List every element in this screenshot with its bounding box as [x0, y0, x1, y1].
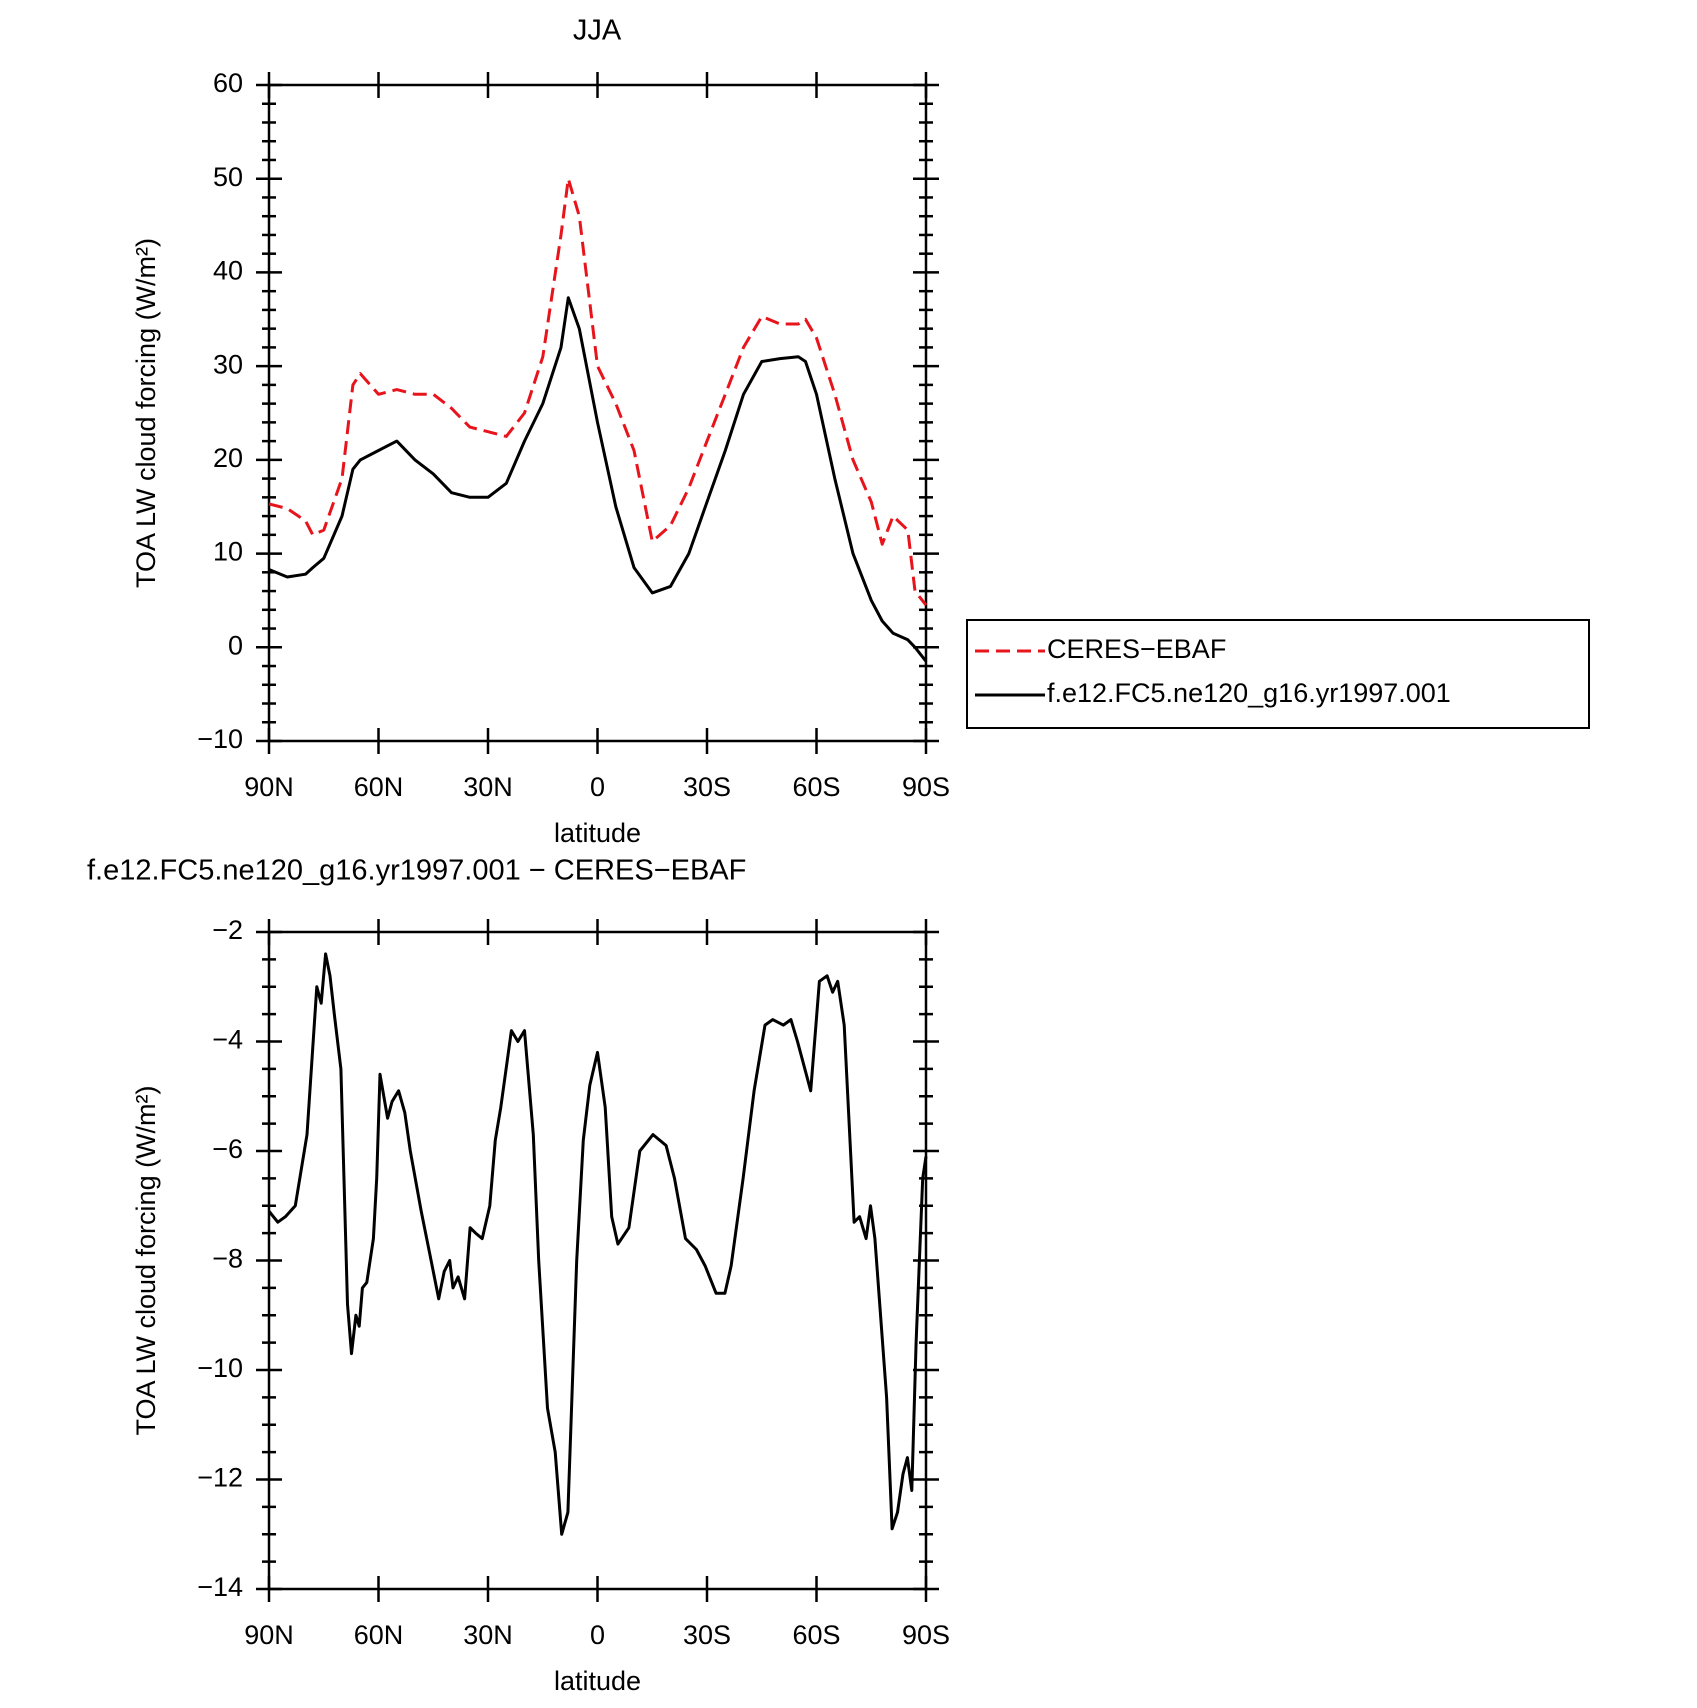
y-tick-label: −14	[197, 1572, 243, 1602]
plot-frame	[267, 930, 928, 1591]
chart-title: f.e12.FC5.ne120_g16.yr1997.001 − CERES−E…	[87, 855, 746, 887]
y-tick-label: 40	[213, 256, 243, 286]
x-tick-label: 60S	[792, 772, 840, 802]
data-line	[268, 296, 928, 663]
y-tick-label: −12	[197, 1463, 243, 1493]
x-axis-label: latitude	[554, 818, 641, 848]
legend-label: CERES−EBAF	[1047, 634, 1226, 664]
y-tick-label: −6	[212, 1134, 243, 1164]
x-tick-label: 0	[590, 1620, 605, 1650]
y-tick-label: 50	[213, 162, 243, 192]
legend-box	[966, 619, 1590, 729]
data-line	[267, 952, 928, 1536]
y-tick-label: −10	[197, 724, 243, 754]
x-tick-label: 90S	[902, 1620, 950, 1650]
y-axis-label: TOA LW cloud forcing (W/m²)	[131, 1085, 161, 1435]
x-tick-label: 60S	[792, 1620, 840, 1650]
x-tick-label: 90N	[244, 1620, 294, 1650]
data-line	[268, 177, 928, 607]
y-axis-label: TOA LW cloud forcing (W/m²)	[131, 238, 161, 588]
y-tick-label: −4	[212, 1025, 243, 1055]
x-tick-label: 30N	[463, 1620, 513, 1650]
y-tick-label: 10	[213, 537, 243, 567]
chart-title: JJA	[573, 15, 622, 47]
y-tick-label: −10	[197, 1353, 243, 1383]
y-tick-label: −8	[212, 1244, 243, 1274]
y-tick-label: 30	[213, 349, 243, 379]
x-tick-label: 60N	[354, 1620, 404, 1650]
y-tick-label: 0	[228, 630, 243, 660]
x-tick-label: 60N	[354, 772, 404, 802]
y-tick-label: 60	[213, 68, 243, 98]
x-tick-label: 90N	[244, 772, 294, 802]
x-tick-label: 0	[590, 772, 605, 802]
y-tick-label: 20	[213, 443, 243, 473]
legend-label: f.e12.FC5.ne120_g16.yr1997.001	[1047, 678, 1451, 708]
y-tick-label: −2	[212, 915, 243, 945]
x-tick-label: 30S	[683, 772, 731, 802]
x-tick-label: 30N	[463, 772, 513, 802]
x-tick-label: 90S	[902, 772, 950, 802]
plot-frame	[267, 83, 928, 743]
x-axis-label: latitude	[554, 1666, 641, 1696]
x-tick-label: 30S	[683, 1620, 731, 1650]
